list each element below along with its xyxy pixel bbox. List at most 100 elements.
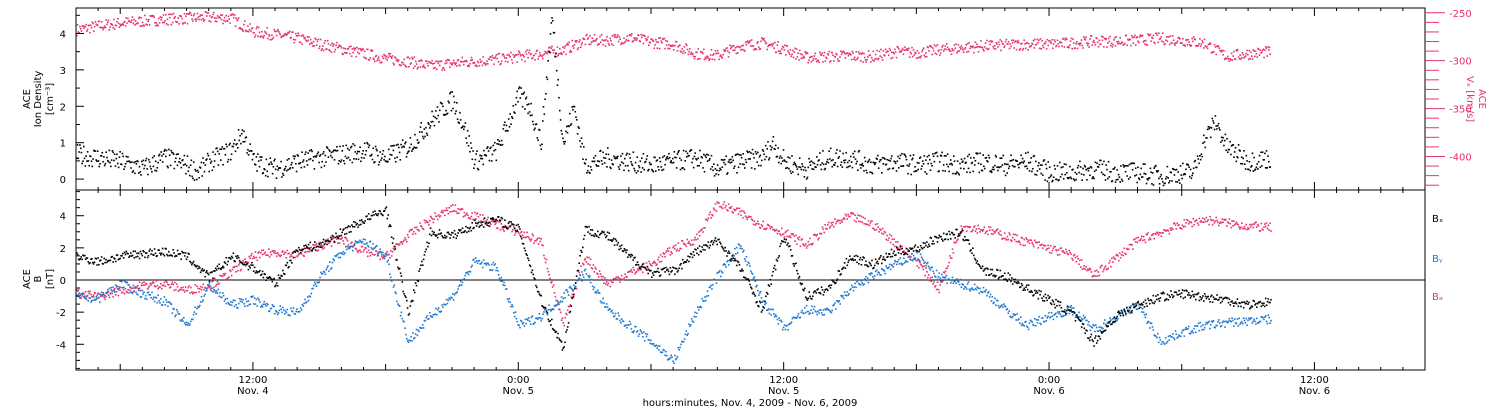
density-series-point bbox=[1143, 173, 1145, 175]
by-series-point bbox=[383, 254, 385, 256]
by-series-point bbox=[494, 263, 496, 265]
density-series-point bbox=[640, 171, 642, 173]
vx-series-point bbox=[687, 49, 689, 51]
vx-series-point bbox=[301, 35, 303, 37]
bz-series-point bbox=[191, 291, 193, 293]
by-series-point bbox=[540, 320, 542, 322]
density-series-point bbox=[384, 156, 386, 158]
vx-series-point bbox=[423, 64, 425, 66]
density-series-point bbox=[1032, 168, 1034, 170]
vx-series-point bbox=[961, 45, 963, 47]
density-series-point bbox=[273, 160, 275, 162]
vx-series-point bbox=[109, 26, 111, 28]
density-series-point bbox=[390, 145, 392, 147]
vx-series-point bbox=[661, 42, 663, 44]
vx-series-point bbox=[1016, 42, 1018, 44]
vx-series-point bbox=[756, 49, 758, 51]
bz-series-point bbox=[982, 230, 984, 232]
density-series-point bbox=[402, 139, 404, 141]
density-series-point bbox=[1174, 169, 1176, 171]
vx-series-point bbox=[170, 24, 172, 26]
by-series-point bbox=[453, 299, 455, 301]
bz-series-point bbox=[827, 224, 829, 226]
vx-series-point bbox=[140, 17, 142, 19]
vx-series-point bbox=[431, 60, 433, 62]
density-series-point bbox=[900, 155, 902, 157]
vx-series-point bbox=[958, 50, 960, 52]
vx-series-point bbox=[215, 18, 217, 20]
vx-series-point bbox=[1085, 36, 1087, 38]
bz-series-point bbox=[450, 205, 452, 207]
bz-series-point bbox=[632, 272, 634, 274]
bz-series-point bbox=[255, 251, 257, 253]
bz-series-point bbox=[282, 250, 284, 252]
by-series-point bbox=[360, 241, 362, 243]
density-series-point bbox=[583, 146, 585, 148]
density-series-point bbox=[1071, 178, 1073, 180]
density-series-point bbox=[1206, 137, 1208, 139]
vx-series-point bbox=[1018, 42, 1020, 44]
bz-series-point bbox=[1193, 224, 1195, 226]
vx-series-point bbox=[588, 37, 590, 39]
vx-series-point bbox=[739, 47, 741, 49]
vx-series-point bbox=[290, 37, 292, 39]
density-series-point bbox=[1262, 151, 1264, 153]
bz-series-point bbox=[155, 286, 157, 288]
vx-series-point bbox=[469, 63, 471, 65]
vx-series-point bbox=[133, 19, 135, 21]
bz-series-point bbox=[231, 275, 233, 277]
by-series-point bbox=[109, 288, 111, 290]
density-series-point bbox=[514, 112, 516, 114]
bz-series-point bbox=[289, 256, 291, 258]
vx-series-point bbox=[1188, 39, 1190, 41]
bz-series-point bbox=[237, 270, 239, 272]
vx-series-point bbox=[590, 44, 592, 46]
vx-series-point bbox=[438, 63, 440, 65]
by-series-point bbox=[333, 258, 335, 260]
vx-series-point bbox=[972, 46, 974, 48]
density-series-point bbox=[198, 177, 200, 179]
density-series-point bbox=[1054, 168, 1056, 170]
density-series-point bbox=[990, 170, 992, 172]
bz-series-point bbox=[1015, 234, 1017, 236]
vx-series-point bbox=[864, 57, 866, 59]
density-series-point bbox=[636, 172, 638, 174]
bz-series-point bbox=[1034, 240, 1036, 242]
density-series-point bbox=[105, 163, 107, 165]
density-series-point bbox=[927, 156, 929, 158]
vx-series-point bbox=[723, 49, 725, 51]
density-series-point bbox=[540, 149, 542, 151]
bz-series-point bbox=[1128, 248, 1130, 250]
bz-series-point bbox=[1169, 233, 1171, 235]
vx-series-point bbox=[910, 53, 912, 55]
bz-series-point bbox=[108, 291, 110, 293]
vx-series-point bbox=[1201, 40, 1203, 42]
by-series-point bbox=[491, 264, 493, 266]
vx-series-point bbox=[941, 49, 943, 51]
density-series-point bbox=[230, 159, 232, 161]
vx-series-point bbox=[292, 31, 294, 33]
density-series-point bbox=[917, 162, 919, 164]
vx-series-point bbox=[1193, 36, 1195, 38]
bz-series-point bbox=[522, 235, 524, 237]
vx-series-point bbox=[1039, 48, 1041, 50]
vx-series-point bbox=[1110, 45, 1112, 47]
vx-series-point bbox=[944, 48, 946, 50]
bz-series-point bbox=[1077, 256, 1079, 258]
vx-series-point bbox=[459, 65, 461, 67]
bz-series-point bbox=[735, 209, 737, 211]
bz-series-point bbox=[387, 251, 389, 253]
bz-series-point bbox=[901, 246, 903, 248]
bz-series-point bbox=[939, 284, 941, 286]
bz-series-point bbox=[501, 223, 503, 225]
vx-series-point bbox=[779, 53, 781, 55]
density-series-point bbox=[101, 155, 103, 157]
vx-series-point bbox=[455, 62, 457, 64]
vx-series-point bbox=[79, 26, 81, 28]
bz-series-point bbox=[632, 267, 634, 269]
vx-series-point bbox=[983, 50, 985, 52]
bz-series-point bbox=[957, 239, 959, 241]
density-series-point bbox=[1181, 178, 1183, 180]
bz-series-point bbox=[649, 263, 651, 265]
bz-series-point bbox=[122, 292, 124, 294]
